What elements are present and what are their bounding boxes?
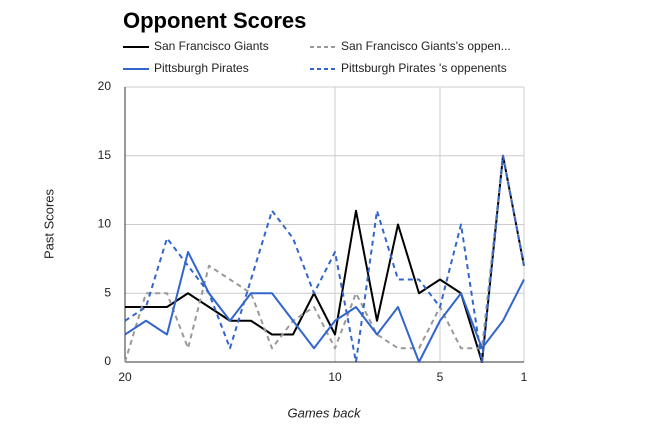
y-tick-label: 20 xyxy=(98,79,112,93)
y-tick-label: 5 xyxy=(104,285,111,299)
x-tick-label: 20 xyxy=(118,370,132,384)
x-tick-label: 10 xyxy=(328,370,342,384)
series-line xyxy=(124,154,525,363)
y-tick-label: 10 xyxy=(98,217,112,231)
chart-title: Opponent Scores xyxy=(123,8,306,33)
legend-label: Pittsburgh Pirates xyxy=(154,61,249,75)
series-line xyxy=(125,154,525,363)
legend-label: San Francisco Giants's oppen... xyxy=(341,39,511,53)
legend-label: San Francisco Giants xyxy=(154,39,269,53)
x-axis-label: Games back xyxy=(288,405,362,420)
y-tick-label: 0 xyxy=(104,354,111,368)
series-line xyxy=(124,251,525,363)
legend-label: Pittsburgh Pirates 's oppenents xyxy=(341,61,507,75)
x-tick-label: 5 xyxy=(437,370,444,384)
x-tick-label: 1 xyxy=(521,370,528,384)
series-line xyxy=(124,154,525,363)
y-axis-label: Past Scores xyxy=(41,188,56,259)
y-tick-label: 15 xyxy=(98,148,112,162)
